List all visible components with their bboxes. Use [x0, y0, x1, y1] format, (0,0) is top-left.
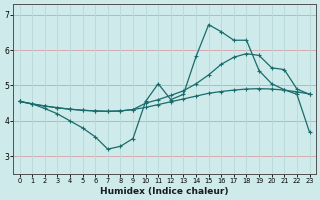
X-axis label: Humidex (Indice chaleur): Humidex (Indice chaleur) — [100, 187, 229, 196]
